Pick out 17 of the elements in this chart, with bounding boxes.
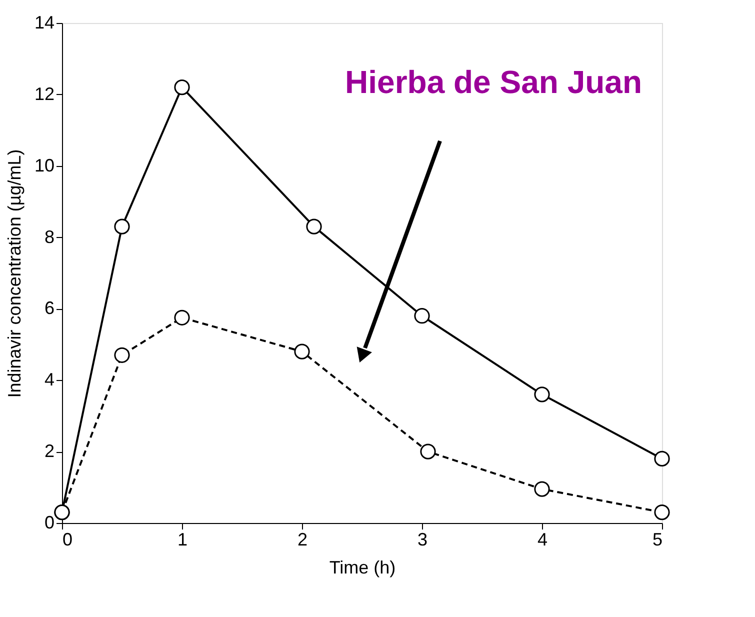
y-tick-label: 0: [44, 512, 54, 532]
x-tick-label: 3: [417, 530, 428, 550]
annotation: Hierba de San Juan: [345, 64, 642, 100]
x-tick-label: 0: [62, 530, 73, 550]
x-tick-label: 4: [537, 530, 548, 550]
y-axis-title: Indinavir concentration (µg/mL): [4, 149, 24, 398]
y-tick-label: 14: [34, 12, 54, 32]
x-tick-label: 5: [652, 530, 662, 550]
x-tick-label: 2: [297, 530, 308, 550]
y-tick-label: 12: [34, 84, 54, 104]
y-tick-label: 4: [44, 370, 54, 390]
x-axis-title: Time (h): [329, 558, 396, 578]
y-tick-label: 10: [34, 155, 54, 176]
y-tick-label: 8: [44, 226, 54, 247]
y-tick-label: 6: [44, 298, 54, 318]
x-tick-label: 1: [177, 530, 188, 550]
y-tick-label: 2: [44, 441, 54, 462]
